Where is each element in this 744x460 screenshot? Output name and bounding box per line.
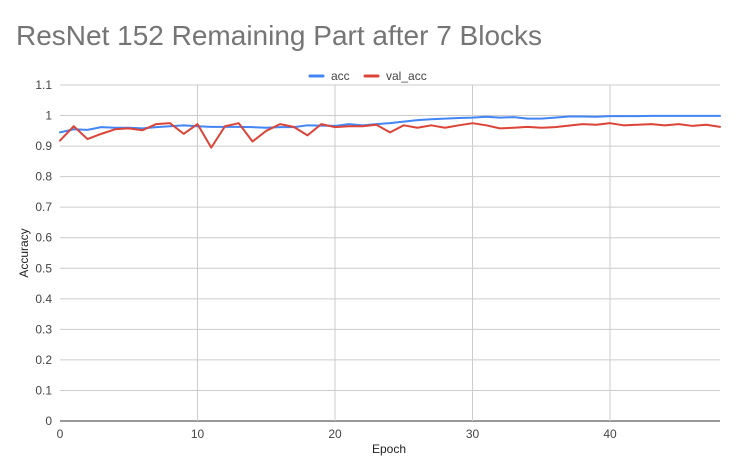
x-tick-label: 10 xyxy=(191,427,205,441)
y-tick-label: 0.8 xyxy=(35,170,52,184)
y-tick-label: 0.3 xyxy=(35,322,52,336)
y-axis-title: Accuracy xyxy=(17,228,31,277)
chart-title: ResNet 152 Remaining Part after 7 Blocks xyxy=(16,20,542,51)
y-tick-label: 0.2 xyxy=(35,353,52,367)
y-tick-label: 0.4 xyxy=(35,292,52,306)
x-axis-ticks: 0 10 20 30 40 xyxy=(57,427,617,441)
y-tick-label: 1 xyxy=(45,109,52,123)
x-tick-label: 20 xyxy=(328,427,342,441)
y-tick-label: 1.1 xyxy=(35,78,52,92)
x-axis-title: Epoch xyxy=(372,442,406,456)
legend-label-val-acc: val_acc xyxy=(386,69,427,83)
series-line-val-acc xyxy=(59,122,721,149)
y-tick-label: 0.7 xyxy=(35,200,52,214)
x-tick-label: 0 xyxy=(57,427,64,441)
y-tick-label: 0 xyxy=(45,414,52,428)
x-tick-label: 40 xyxy=(603,427,617,441)
x-tick-label: 30 xyxy=(466,427,480,441)
series-line-acc xyxy=(59,114,721,134)
legend: acc val_acc xyxy=(308,69,427,83)
series-lines xyxy=(59,114,721,149)
y-axis-ticks: 0 0.1 0.2 0.3 0.4 0.5 0.6 0.7 0.8 0.9 1 1.1 xyxy=(35,78,52,428)
y-tick-label: 0.9 xyxy=(35,139,52,153)
gridlines xyxy=(60,84,720,422)
y-tick-label: 0.5 xyxy=(35,261,52,275)
y-tick-label: 0.6 xyxy=(35,231,52,245)
y-tick-label: 0.1 xyxy=(35,383,52,397)
legend-label-acc: acc xyxy=(331,69,350,83)
